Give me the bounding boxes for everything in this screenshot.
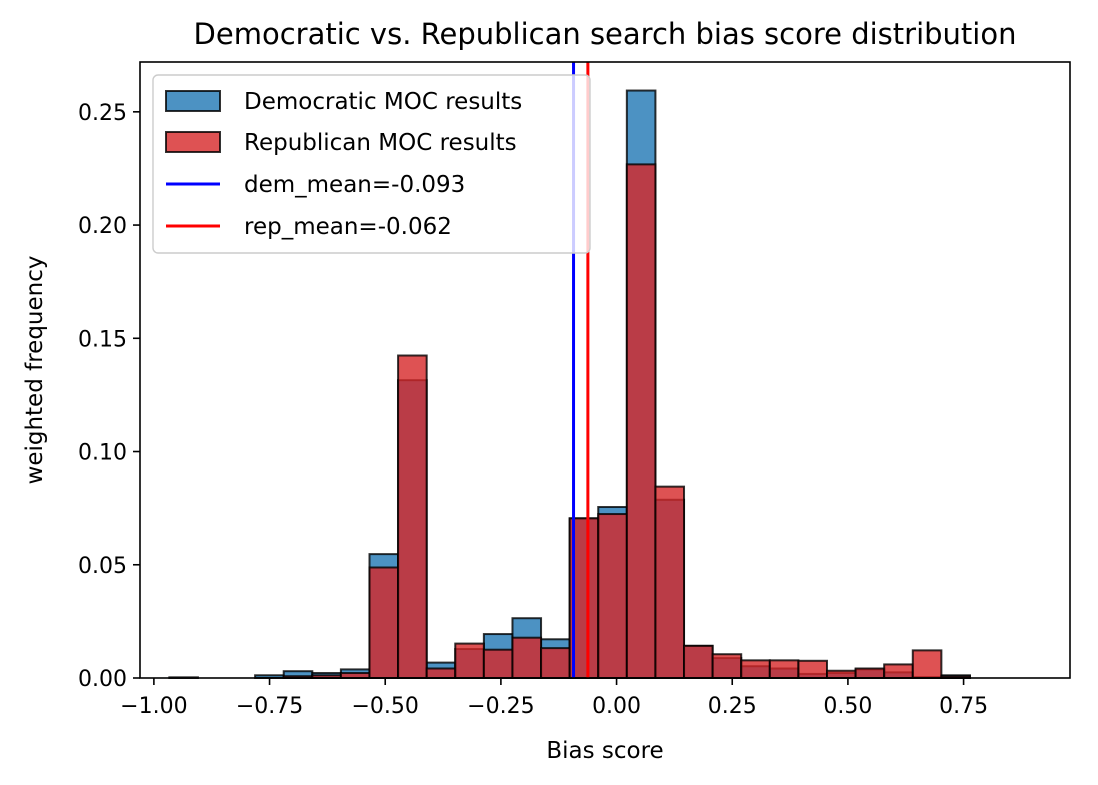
histogram-bar bbox=[740, 659, 771, 679]
histogram-bar bbox=[711, 653, 743, 679]
legend: Democratic MOC results Republican MOC re… bbox=[152, 74, 591, 254]
legend-swatch-republican bbox=[165, 131, 221, 153]
histogram-bar bbox=[768, 659, 800, 679]
histogram-bar bbox=[425, 667, 457, 679]
x-tick-label: 0.50 bbox=[823, 694, 872, 719]
legend-frame bbox=[152, 74, 591, 254]
histogram-bar bbox=[397, 354, 428, 679]
x-tick-label: −0.75 bbox=[236, 694, 303, 719]
histogram-bar bbox=[625, 163, 657, 680]
x-tick-label: 0.00 bbox=[592, 694, 641, 719]
y-axis-ticks: 0.00 0.05 0.10 0.15 0.20 0.25 bbox=[78, 101, 140, 692]
series-republican bbox=[282, 163, 971, 680]
histogram-bar bbox=[854, 667, 886, 679]
histogram-bar bbox=[540, 647, 571, 680]
histogram-bar bbox=[911, 649, 943, 680]
y-tick-label: 0.00 bbox=[78, 667, 127, 692]
y-tick-label: 0.20 bbox=[78, 214, 127, 239]
y-tick-label: 0.10 bbox=[78, 441, 127, 466]
x-tick-label: 0.75 bbox=[939, 694, 988, 719]
y-tick-label: 0.05 bbox=[78, 554, 127, 579]
chart-title: Democratic vs. Republican search bias sc… bbox=[194, 17, 1017, 51]
x-axis-label: Bias score bbox=[546, 738, 663, 764]
y-axis-label: weighted frequency bbox=[22, 256, 48, 485]
legend-label-republican: Republican MOC results bbox=[244, 130, 517, 156]
x-tick-label: −1.00 bbox=[120, 694, 187, 719]
histogram-bar bbox=[368, 566, 400, 680]
legend-label-democratic: Democratic MOC results bbox=[244, 89, 522, 115]
histogram-bar bbox=[683, 644, 714, 680]
histogram-bar bbox=[597, 513, 628, 679]
histogram-bar bbox=[797, 659, 828, 679]
plot-frame bbox=[139, 61, 1071, 679]
histogram-bar bbox=[454, 642, 485, 680]
legend-label-rep-mean: rep_mean=-0.062 bbox=[244, 214, 452, 240]
x-tick-label: −0.25 bbox=[467, 694, 534, 719]
y-tick-label: 0.15 bbox=[78, 327, 127, 352]
x-axis-ticks: −1.00 −0.75 −0.50 −0.25 0.00 0.25 0.50 0.75 bbox=[120, 678, 988, 719]
histogram-bar bbox=[654, 485, 686, 679]
legend-swatch-democratic bbox=[165, 90, 221, 112]
histogram-bar bbox=[511, 636, 543, 679]
histogram-bar bbox=[482, 648, 514, 679]
x-tick-label: −0.50 bbox=[352, 694, 419, 719]
y-tick-label: 0.25 bbox=[78, 101, 127, 126]
histogram-bar bbox=[825, 669, 857, 679]
legend-label-dem-mean: dem_mean=-0.093 bbox=[244, 172, 465, 198]
histogram-bar bbox=[883, 663, 914, 679]
x-tick-label: 0.25 bbox=[708, 694, 757, 719]
